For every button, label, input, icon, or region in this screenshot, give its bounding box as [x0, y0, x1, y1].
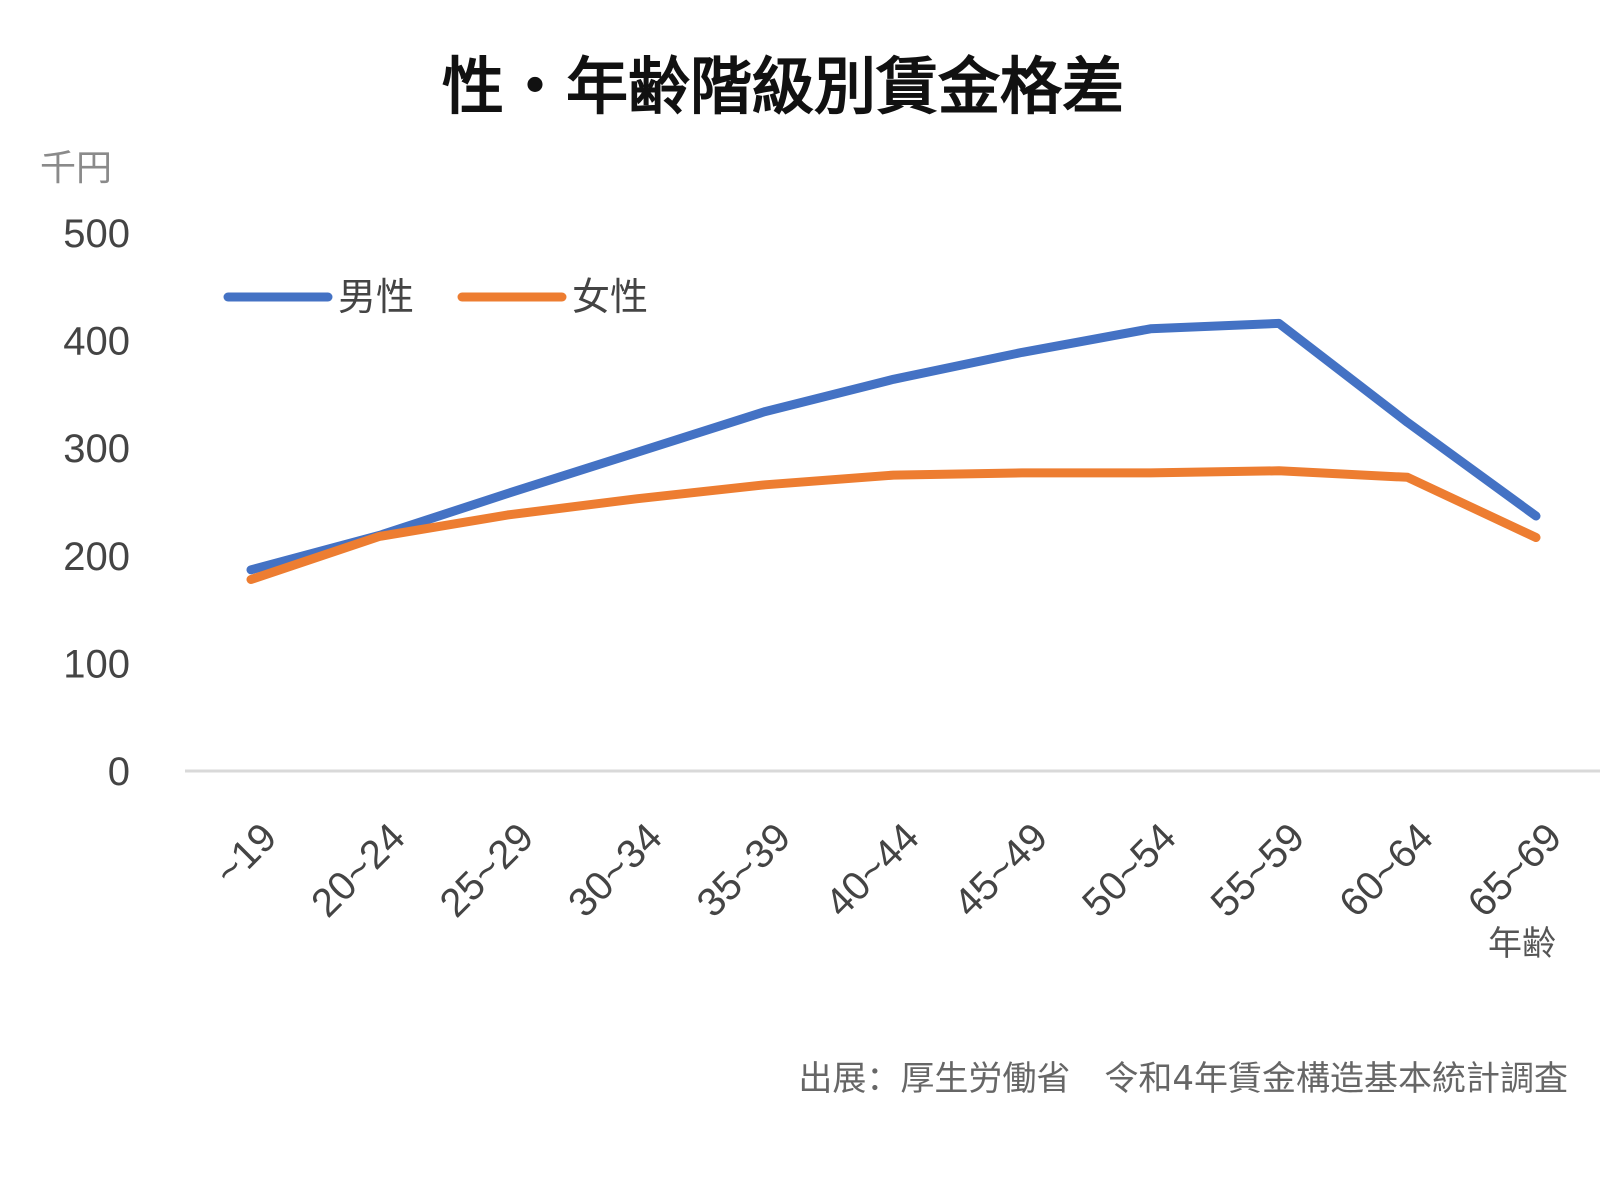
x-axis-ticks: ~19 20~24 25~29 30~34 35~39 40~44 45~49 50~54 55…	[206, 815, 1570, 926]
x-tick-label: 30~34	[560, 815, 671, 926]
y-axis-ticks: 0 100 200 300 400 500	[63, 212, 130, 794]
y-tick-label: 500	[63, 212, 130, 256]
x-tick-label: 45~49	[946, 815, 1057, 926]
x-tick-label: 20~24	[303, 815, 414, 926]
y-tick-label: 0	[108, 750, 130, 794]
x-tick-label: 40~44	[817, 815, 928, 926]
x-tick-label: 55~59	[1203, 815, 1314, 926]
series-line-0	[246, 318, 1541, 575]
source-note: 出展：厚生労働省 令和4年賃金構造基本統計調査	[798, 1059, 1568, 1099]
x-tick-label: ~19	[206, 815, 285, 894]
legend-label-1: 女性	[572, 275, 648, 319]
series-group	[246, 318, 1541, 584]
x-tick-label: 35~39	[689, 815, 800, 926]
x-tick-label: 60~64	[1331, 815, 1442, 926]
y-axis-unit-label: 千円	[40, 148, 112, 189]
legend-label-0: 男性	[338, 275, 414, 319]
x-tick-label: 25~29	[432, 815, 543, 926]
y-tick-label: 200	[63, 535, 130, 579]
y-tick-label: 100	[63, 642, 130, 686]
series-line-1	[246, 466, 1541, 584]
x-tick-label: 65~69	[1460, 815, 1571, 926]
x-tick-label: 50~54	[1074, 815, 1185, 926]
y-tick-label: 400	[63, 320, 130, 364]
legend: 男性 女性	[223, 275, 648, 319]
y-tick-label: 300	[63, 427, 130, 471]
chart-title: 性・年齢階級別賃金格差	[442, 50, 1124, 123]
x-axis-title: 年齢	[1488, 924, 1556, 964]
